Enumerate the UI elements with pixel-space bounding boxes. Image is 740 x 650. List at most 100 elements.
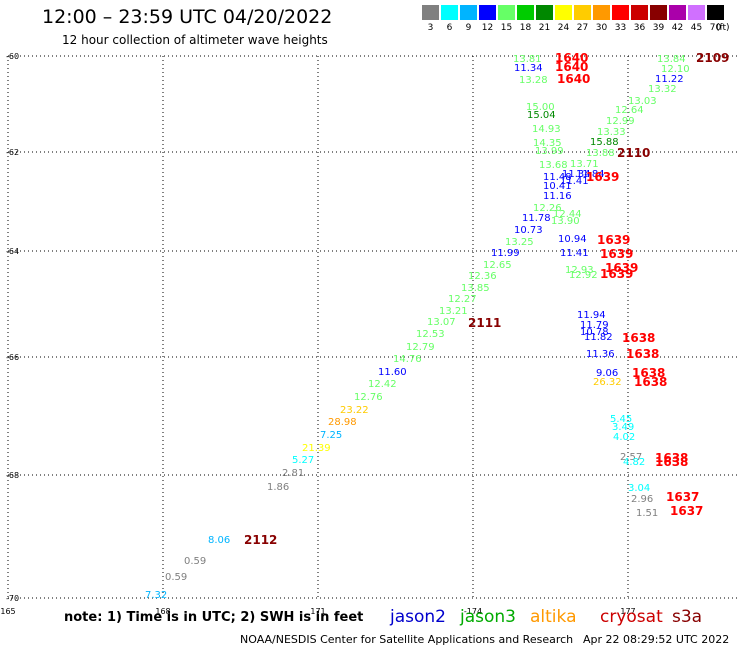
wave-height-value: 11.34 (514, 63, 543, 74)
wave-height-value: 12.27 (448, 294, 477, 305)
pass-time-label: 1640 (557, 72, 590, 86)
longitude-label: -174 (464, 607, 482, 616)
longitude-label: 165 (0, 607, 15, 616)
wave-height-value: 13.68 (539, 160, 568, 171)
wave-height-value: 11.41 (560, 176, 589, 187)
lat-lon-grid (7, 55, 740, 600)
scale-swatch (555, 5, 572, 20)
pass-time-label: 1639 (605, 261, 638, 275)
wave-height-value: 12.53 (416, 329, 445, 340)
wave-height-value: 13.84 (657, 54, 686, 65)
wave-height-value: 13.88 (586, 148, 615, 159)
scale-label: 27 (576, 23, 589, 33)
satellite-cryosat: cryosat (600, 607, 663, 627)
longitude-labels: 165 168 171 -174 177 (0, 607, 635, 616)
wave-height-value: 4.82 (623, 457, 645, 468)
satellite-jason3: jason3 (460, 607, 516, 627)
wave-height-value: 13.32 (648, 84, 677, 95)
pass-time-label: 1638 (622, 331, 655, 345)
scale-label: 18 (519, 23, 532, 33)
wave-height-value: 10.73 (514, 225, 543, 236)
wave-height-value: 13.28 (519, 75, 548, 86)
wave-height-value: 11.41 (560, 248, 589, 259)
latitude-label: -62 (6, 148, 19, 157)
scale-label: 9 (465, 23, 472, 33)
longitude-label: 177 (620, 607, 635, 616)
scale-label: 39 (652, 23, 665, 33)
scale-swatch (650, 5, 667, 20)
wave-height-value: 13.07 (427, 317, 456, 328)
wave-height-value: 12.93 (565, 265, 594, 276)
wave-height-value: 0.59 (184, 556, 206, 567)
pass-time-label: 2111 (468, 316, 501, 330)
scale-label: 36 (633, 23, 646, 33)
scale-label: 42 (671, 23, 684, 33)
wave-height-value: 11.82 (584, 332, 613, 343)
pass-time-label: 1637 (666, 490, 699, 504)
pass-time-label: 2112 (244, 533, 277, 547)
wave-height-value: 11.16 (543, 191, 572, 202)
pass-time-label: 1639 (586, 170, 619, 184)
wave-height-value: 12.65 (483, 260, 512, 271)
wave-height-value: 5.45 (610, 414, 632, 425)
page-subtitle: 12 hour collection of altimeter wave hei… (62, 33, 328, 47)
wave-height-value: 10.94 (558, 234, 587, 245)
scale-swatch (536, 5, 553, 20)
pass-time-label: 1638 (655, 455, 688, 469)
footer-note: note: 1) Time is in UTC; 2) SWH is in fe… (64, 610, 364, 625)
wave-height-value: 11.36 (586, 349, 615, 360)
longitude-label: 168 (155, 607, 170, 616)
wave-height-value: 1.86 (267, 482, 289, 493)
scale-unit: (ft) (716, 23, 730, 33)
scale-label: 70 (709, 23, 722, 33)
scale-swatch (460, 5, 477, 20)
wave-height-value: 11.34 (562, 169, 591, 180)
wave-height-value: 15.04 (527, 110, 556, 121)
scale-swatch (669, 5, 686, 20)
scale-label: 24 (557, 23, 570, 33)
wave-height-value: 13.81 (513, 54, 542, 65)
pass-time-label: 1640 (555, 51, 588, 65)
scale-swatch (593, 5, 610, 20)
wave-height-value: 12.76 (354, 392, 383, 403)
wave-height-value: 11.84 (576, 169, 605, 180)
wave-height-value: 12.10 (661, 64, 690, 75)
wave-height-value: 14.35 (533, 138, 562, 149)
wave-height-value: 10.78 (580, 327, 609, 338)
wave-height-value: 11.48 (543, 172, 572, 183)
wave-height-value: 9.06 (596, 368, 618, 379)
wave-height-value: 4.02 (613, 432, 635, 443)
wave-height-value: 13.25 (505, 237, 534, 248)
scale-swatch (631, 5, 648, 20)
wave-height-value: 12.99 (606, 116, 635, 127)
wave-height-value: 15.00 (526, 102, 555, 113)
page-title: 12:00 – 23:59 UTC 04/20/2022 (42, 6, 333, 28)
latitude-label: -60 (6, 52, 19, 61)
wave-height-value: 2.57 (620, 452, 642, 463)
wave-height-value: 7.25 (320, 430, 342, 441)
generated-timestamp: Apr 22 08:29:52 UTC 2022 (583, 633, 730, 646)
scale-swatch (422, 5, 439, 20)
wave-height-value: 2.96 (631, 494, 653, 505)
pass-time-label: 1637 (670, 504, 703, 518)
wave-height-value: 11.60 (378, 367, 407, 378)
wave-height-value: 0.59 (165, 572, 187, 583)
pass-time-label: 1640 (555, 60, 588, 74)
pass-time-label: 1638 (634, 375, 667, 389)
wave-height-value: 26.32 (593, 377, 622, 388)
pass-time-label: 1639 (597, 233, 630, 247)
credit-line: NOAA/NESDIS Center for Satellite Applica… (240, 633, 574, 646)
wave-height-value: 10.41 (543, 181, 572, 192)
wave-height-value: 13.99 (535, 146, 564, 157)
scale-label: 12 (481, 23, 494, 33)
scale-label: 3 (427, 23, 434, 33)
wave-height-labels: 13.8111.3413.2815.0015.0414.9314.3513.99… (145, 54, 690, 601)
wave-height-value: 13.33 (597, 127, 626, 138)
pass-time-label: 1638 (626, 347, 659, 361)
longitude-label: 171 (310, 607, 325, 616)
scale-label: 33 (614, 23, 627, 33)
scale-label: 15 (500, 23, 513, 33)
satellite-jason2: jason2 (390, 607, 446, 627)
wave-height-value: 15.88 (590, 137, 619, 148)
